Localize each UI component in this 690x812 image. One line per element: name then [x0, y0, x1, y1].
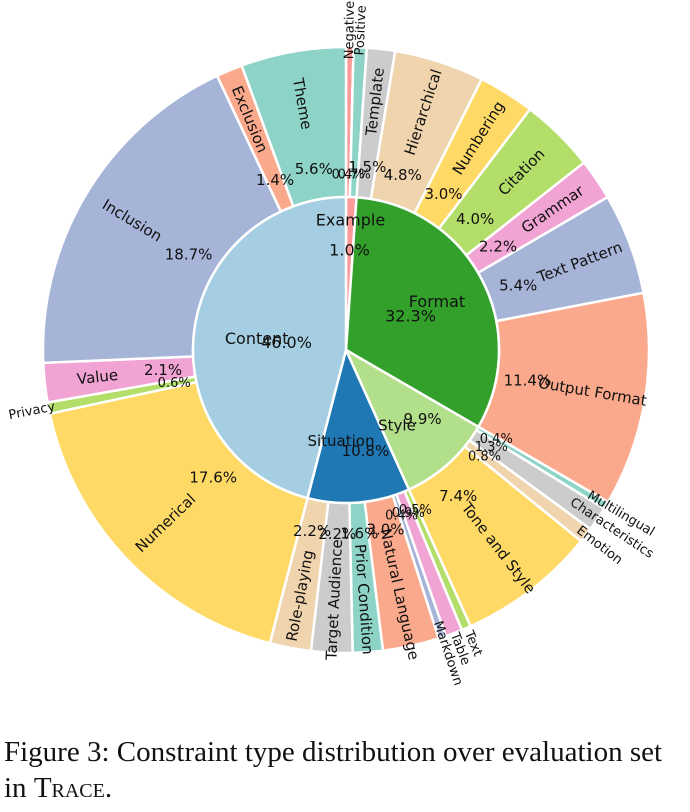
- outer-value-characteristics: 1.3%: [475, 440, 508, 455]
- outer-value-multilingual: 0.4%: [480, 432, 513, 447]
- outer-value-markdown: 0.4%: [385, 508, 418, 523]
- inner-label-content: Content: [225, 329, 289, 348]
- outer-label-positive: Positive: [352, 5, 369, 56]
- outer-label-value: Value: [76, 366, 119, 388]
- outer-value-inclusion: 18.7%: [165, 246, 213, 264]
- outer-value-numbering: 3.0%: [424, 185, 462, 203]
- inner-wedge-format: [344, 196, 501, 429]
- inner-label-style: Style: [378, 416, 416, 434]
- outer-value-template: 1.5%: [348, 158, 386, 176]
- caption-text: Figure 3: Constraint type distribution o…: [4, 736, 663, 804]
- outer-value-value: 2.1%: [144, 361, 182, 379]
- outer-value-natural-language: 3.0%: [366, 521, 404, 539]
- outer-value-text-pattern: 5.4%: [499, 276, 537, 294]
- outer-value-theme: 5.6%: [295, 160, 333, 178]
- inner-wedge-situation: [305, 346, 411, 505]
- inner-label-situation: Situation: [307, 432, 374, 450]
- inner-label-format: Format: [409, 292, 465, 311]
- outer-label-privacy: Privacy: [7, 399, 56, 423]
- inner-label-example: Example: [316, 211, 385, 230]
- inner-value-content: 46.0%: [261, 333, 312, 352]
- outer-label-negative: Negative: [342, 1, 358, 60]
- outer-value-tone-and-style: 7.4%: [439, 487, 477, 505]
- figure-caption: Figure 3: Constraint type distribution o…: [4, 734, 686, 806]
- outer-value-numerical: 17.6%: [189, 468, 237, 486]
- outer-value-table: 0.9%: [392, 506, 425, 521]
- outer-value-prior-condition: 1.6%: [340, 525, 378, 543]
- inner-wedge-style: [343, 346, 481, 492]
- outer-value-hierarchical: 4.8%: [384, 166, 422, 184]
- inner-value-situation: 10.8%: [342, 442, 390, 460]
- inner-value-example: 1.0%: [329, 241, 370, 260]
- outer-value-negative: 0.4%: [332, 168, 365, 183]
- outer-value-citation: 4.0%: [456, 210, 494, 228]
- outer-value-exclusion: 1.4%: [256, 171, 294, 189]
- outer-value-role-playing: 2.2%: [293, 522, 331, 540]
- outer-value-text: 0.5%: [399, 503, 432, 518]
- outer-ring: [41, 45, 651, 655]
- outer-label-target-audience: Target Audience: [322, 539, 346, 662]
- outer-value-privacy: 0.6%: [158, 376, 191, 391]
- inner-value-style: 9.9%: [404, 410, 442, 428]
- inner-value-format: 32.3%: [385, 306, 436, 325]
- caption-end: .: [104, 772, 113, 804]
- inner-wedge-content: [191, 195, 348, 500]
- outer-value-grammar: 2.2%: [479, 237, 517, 255]
- outer-value-target-audience: 2.2%: [318, 525, 356, 543]
- outer-value-output-format: 11.4%: [504, 372, 552, 390]
- outer-value-emotion: 0.8%: [468, 450, 501, 465]
- outer-value-positive: 0.7%: [338, 168, 371, 183]
- caption-name: Trace: [33, 772, 105, 804]
- inner-ring: [191, 195, 501, 505]
